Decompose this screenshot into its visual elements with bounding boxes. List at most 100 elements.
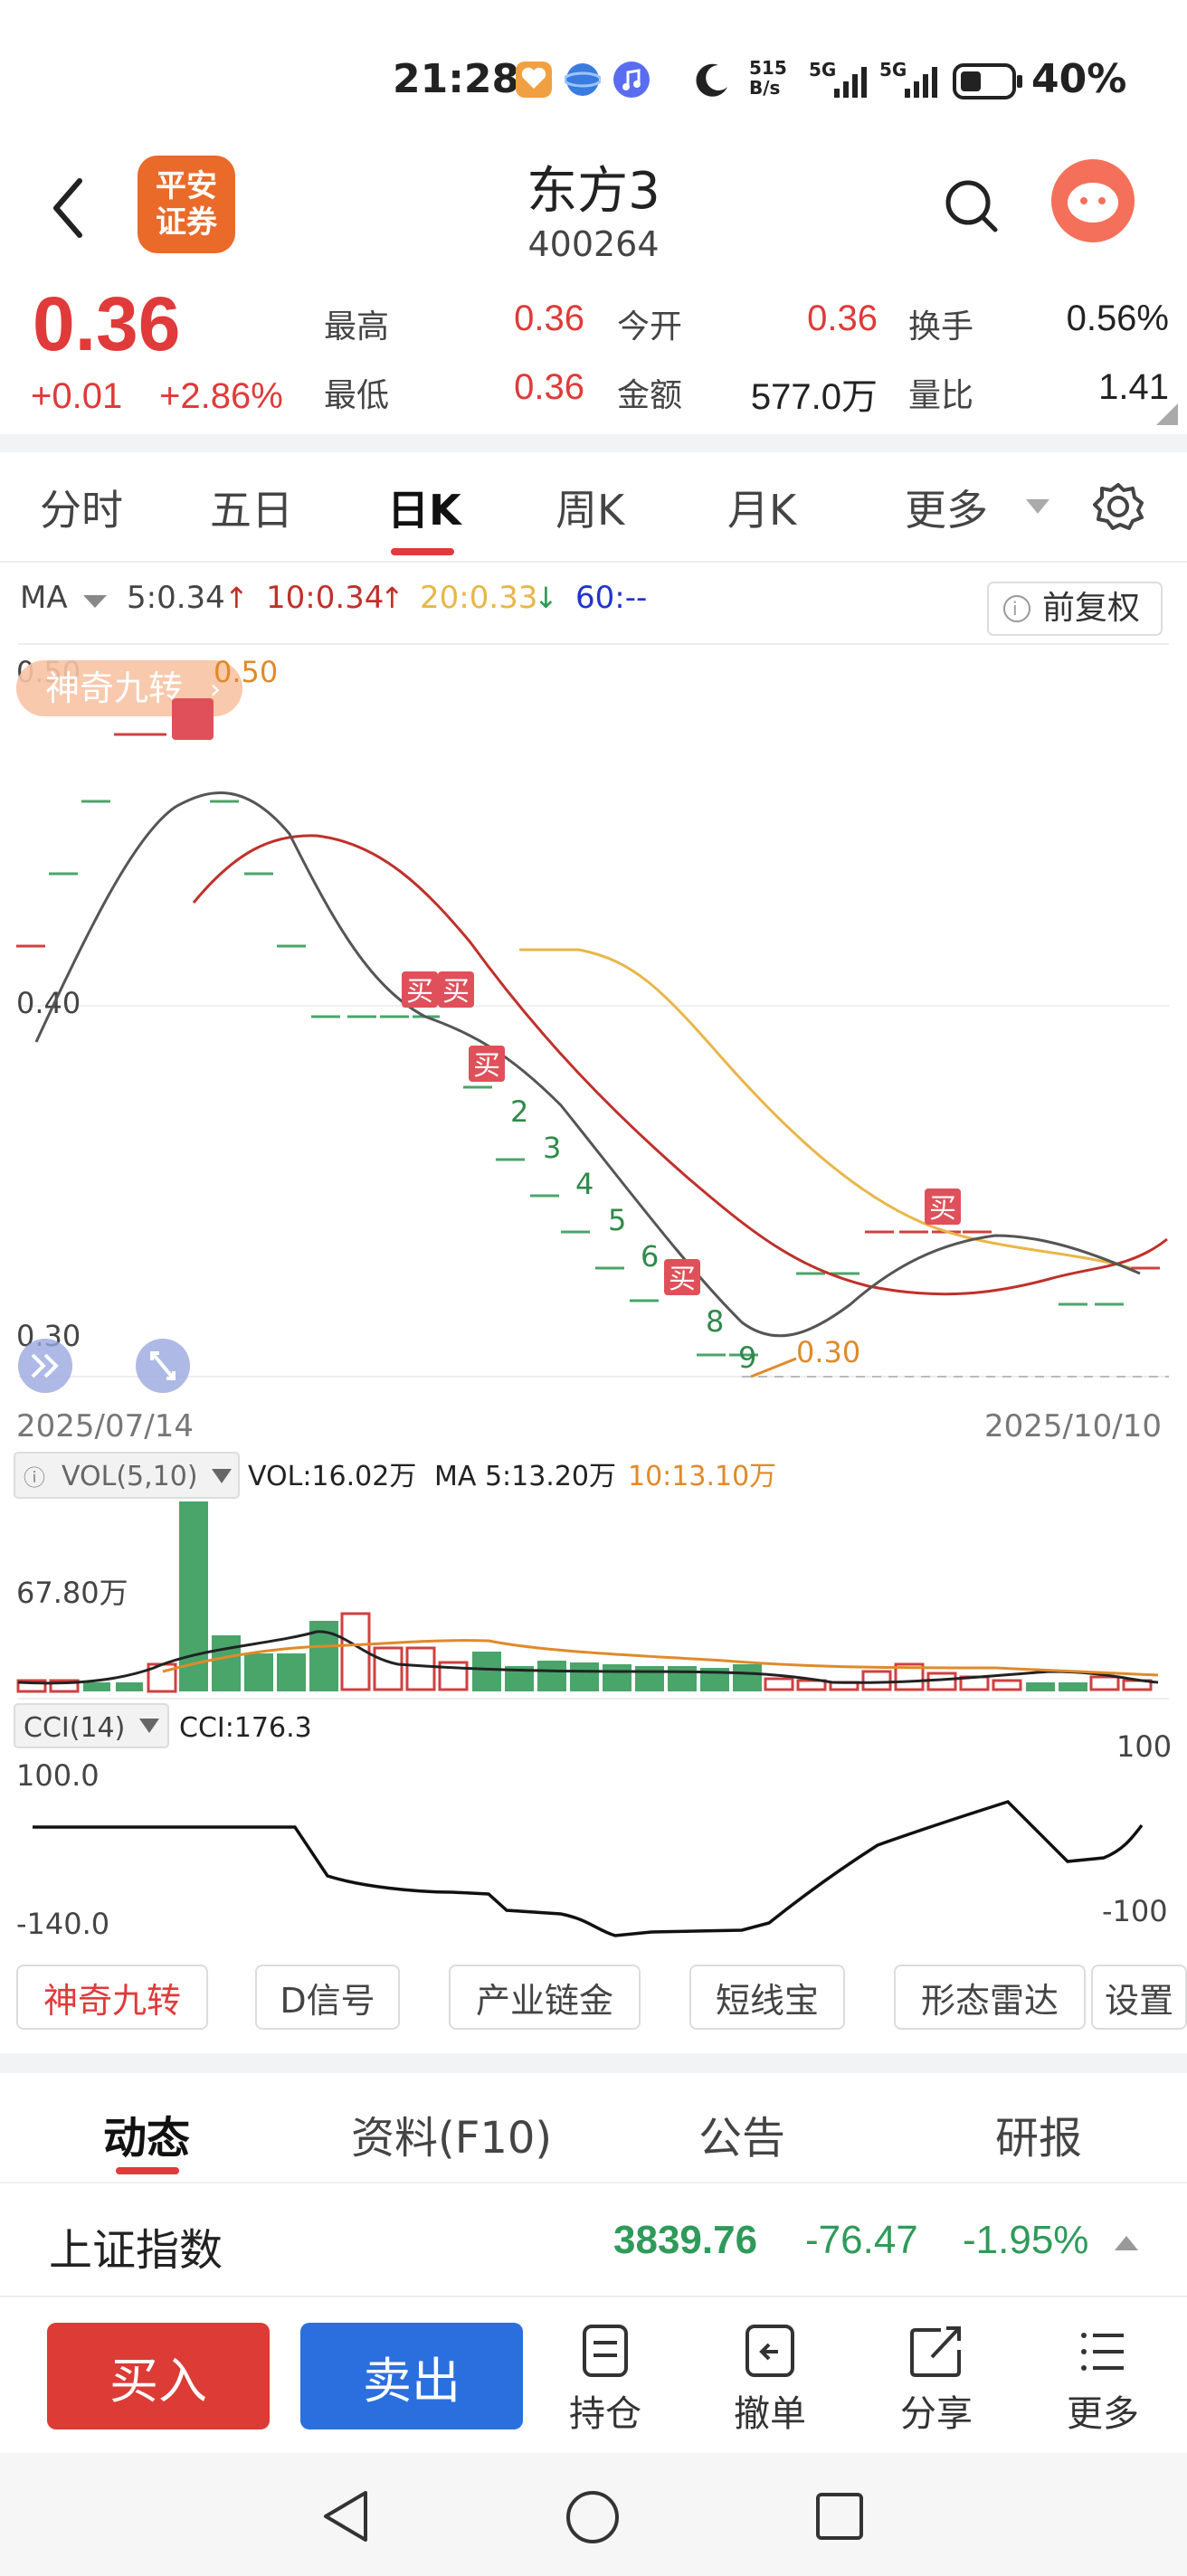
ma20-line	[519, 948, 1132, 1270]
menu-list-icon	[1081, 2333, 1124, 2371]
tab-intraday[interactable]: 分时	[40, 486, 123, 535]
vol-ma10: 10:13.10万	[628, 1461, 776, 1492]
buy-marker-label: 买	[929, 1193, 956, 1225]
back-arrow-icon[interactable]	[45, 172, 90, 244]
adjust-label[interactable]: 前复权	[1042, 590, 1140, 627]
nav-back-icon[interactable]	[320, 2489, 371, 2543]
chip-pattern-radar[interactable]: 形态雷达	[894, 1965, 1086, 2030]
vol-indicator-label[interactable]: VOL(5,10)	[62, 1461, 198, 1492]
nav-home-icon[interactable]	[565, 2489, 621, 2545]
turnover-value: 0.56%	[1066, 298, 1169, 338]
stock-header: 平安 证券 东方3 400264	[0, 145, 1187, 280]
nine-turn-count: 3	[543, 1131, 561, 1165]
chip-settings[interactable]: 设置	[1091, 1965, 1187, 2030]
cci-axis-right-top: 100	[1116, 1729, 1172, 1764]
undo-icon	[745, 2325, 794, 2377]
candle-ticks	[49, 800, 1124, 1357]
tab-monthly-k[interactable]: 月K	[727, 486, 797, 535]
tab-weekly-k[interactable]: 周K	[556, 486, 625, 535]
tab-f10[interactable]: 资料(F10)	[351, 2113, 553, 2164]
buy-marker-label: 买	[473, 1050, 500, 1082]
amount-label: 金额	[617, 377, 683, 414]
chevron-up-icon[interactable]	[1113, 2232, 1140, 2252]
chevron-down-icon[interactable]	[212, 1469, 232, 1483]
chevron-down-icon[interactable]	[1024, 496, 1051, 517]
chip-d-signal[interactable]: D信号	[255, 1965, 400, 2030]
more-button[interactable]: 更多	[1035, 2321, 1171, 2437]
tab-more[interactable]: 更多	[905, 486, 988, 535]
section-divider	[0, 2053, 1187, 2073]
do-not-disturb-icon	[696, 63, 727, 97]
ma5-up-arrow-icon: ↑	[224, 581, 249, 615]
share-icon	[910, 2326, 961, 2377]
chevron-right-icon[interactable]: ›	[210, 674, 221, 706]
status-bar: 21:28 515 B/s 5G 5G 40%	[0, 0, 1187, 145]
tool-chip-row: 神奇九转 D信号 产业链金 短线宝 形态雷达 设置	[0, 1965, 1187, 2037]
fullscreen-glyph[interactable]	[150, 1351, 176, 1380]
cancel-order-button[interactable]: 撤单	[702, 2321, 838, 2437]
share-label[interactable]: 分享	[900, 2393, 973, 2435]
cancel-order-label[interactable]: 撤单	[734, 2393, 806, 2435]
tab-news[interactable]: 动态	[103, 2113, 191, 2164]
expand-corner-icon[interactable]	[1156, 403, 1178, 425]
tab-five-day[interactable]: 五日	[210, 486, 293, 535]
ma10-line	[192, 834, 1168, 1296]
info-icon: ⓘ	[24, 1465, 45, 1491]
trade-action-bar: 买入 卖出 持仓 撤单 分享 更多	[0, 2299, 1187, 2453]
volume-ratio-label: 量比	[908, 377, 974, 414]
more-label[interactable]: 更多	[1067, 2393, 1139, 2435]
music-notification-icon	[613, 62, 650, 98]
vol-ma10-line	[162, 1639, 1159, 1677]
buy-marker-label: 买	[669, 1264, 696, 1295]
nine-turn-count: 9	[738, 1340, 756, 1375]
cci-indicator-label[interactable]: CCI(14)	[24, 1712, 125, 1744]
index-change: -76.47	[805, 2218, 918, 2262]
buy-marker	[469, 1046, 505, 1082]
tab-announcements[interactable]: 公告	[698, 2113, 786, 2164]
kline-chart-area[interactable]: MA 5:0.34 ↑ 10:0.34 ↑ 20:0.33 ↓ 60:-- i …	[0, 563, 1187, 1965]
cci-indicator-selector[interactable]	[14, 1703, 169, 1748]
volume-ratio-value: 1.41	[1098, 367, 1169, 407]
net-speed: 515 B/s	[749, 57, 787, 99]
broker-logo[interactable]: 平安 证券	[138, 156, 235, 253]
search-icon[interactable]	[941, 175, 1004, 239]
share-button[interactable]: 分享	[869, 2321, 1004, 2437]
chip-industry-chain[interactable]: 产业链金	[449, 1965, 641, 2030]
ma10-value: 10:0.34	[266, 580, 384, 616]
amount-value: 577.0万	[750, 377, 878, 417]
sell-button[interactable]: 卖出	[300, 2323, 523, 2429]
buy-marker	[402, 971, 438, 1008]
app-notification-icon	[516, 62, 552, 98]
chip-short-term[interactable]: 短线宝	[689, 1965, 845, 2030]
chevron-down-icon[interactable]	[83, 595, 107, 608]
vol-indicator-selector[interactable]	[14, 1452, 240, 1499]
chip-nine-turn[interactable]: 神奇九转	[16, 1965, 208, 2030]
cci-line	[33, 1800, 1144, 1937]
cci-value: CCI:176.3	[179, 1712, 312, 1744]
high-value: 0.36	[514, 298, 584, 338]
chevron-down-icon[interactable]	[139, 1719, 159, 1733]
buy-button[interactable]: 买入	[47, 2323, 270, 2429]
kline-chart-svg[interactable]: MA 5:0.34 ↑ 10:0.34 ↑ 20:0.33 ↓ 60:-- i …	[0, 563, 1187, 1965]
ma5-value: 5:0.34	[127, 580, 225, 616]
signal-bars-icon	[834, 67, 867, 98]
gear-icon[interactable]	[1093, 481, 1144, 532]
ma10-up-arrow-icon: ↑	[380, 581, 404, 615]
nine-turn-count: 2	[510, 1094, 528, 1129]
nine-turn-count: 5	[608, 1203, 626, 1237]
ma-label[interactable]: MA	[20, 580, 68, 616]
adjust-button[interactable]	[987, 582, 1163, 636]
nav-recents-icon[interactable]	[814, 2491, 865, 2542]
scroll-to-latest-glyph[interactable]	[31, 1353, 59, 1378]
price-change: +0.01	[31, 376, 123, 416]
cci-axis-bottom: -140.0	[16, 1907, 109, 1941]
positions-button[interactable]: 持仓	[537, 2321, 673, 2437]
tab-research[interactable]: 研报	[995, 2113, 1083, 2164]
index-ticker[interactable]: 上证指数 3839.76 -76.47 -1.95%	[0, 2183, 1187, 2297]
current-price: 0.36	[33, 281, 181, 366]
assistant-avatar-icon[interactable]	[1049, 157, 1136, 244]
positions-label[interactable]: 持仓	[569, 2393, 641, 2435]
tab-daily-k[interactable]: 日K	[387, 486, 461, 535]
buy-marker	[438, 971, 474, 1008]
nine-turn-badge-label[interactable]: 神奇九转	[45, 668, 183, 708]
